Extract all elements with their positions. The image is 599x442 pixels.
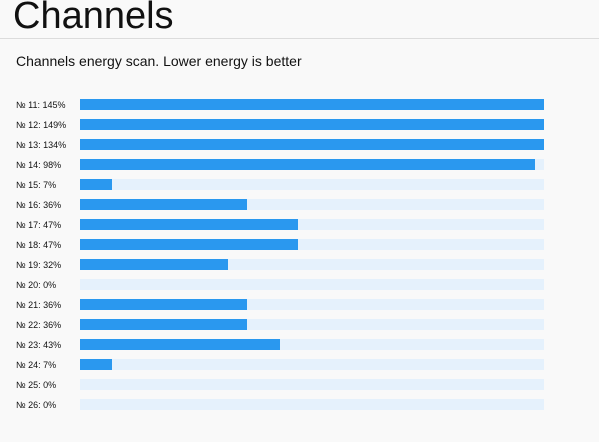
channel-energy-bar (80, 319, 248, 330)
page-title: Channels (13, 0, 174, 37)
channel-label: № 16: 36% (16, 200, 62, 210)
channel-label: № 26: 0% (16, 400, 57, 410)
channel-energy-bar (80, 219, 299, 230)
channel-label: № 21: 36% (16, 300, 62, 310)
channel-energy-track (80, 139, 544, 150)
channel-label: № 24: 7% (16, 360, 57, 370)
channel-row: № 25: 0% (0, 376, 599, 396)
page-subtitle: Channels energy scan. Lower energy is be… (16, 53, 302, 69)
channel-energy-track (80, 179, 544, 190)
channel-row: № 18: 47% (0, 236, 599, 256)
channel-energy-bar (80, 99, 544, 110)
channel-row: № 23: 43% (0, 336, 599, 356)
channel-label: № 19: 32% (16, 260, 62, 270)
channel-label: № 14: 98% (16, 160, 62, 170)
channel-row: № 22: 36% (0, 316, 599, 336)
channel-energy-track (80, 279, 544, 290)
channel-row: № 11: 145% (0, 96, 599, 116)
channel-label: № 22: 36% (16, 320, 62, 330)
channel-energy-bar (80, 359, 113, 370)
channel-label: № 25: 0% (16, 380, 57, 390)
channel-label: № 13: 134% (16, 140, 67, 150)
channel-energy-bar (80, 119, 544, 130)
channel-energy-track (80, 299, 544, 310)
channel-row: № 13: 134% (0, 136, 599, 156)
channel-row: № 21: 36% (0, 296, 599, 316)
channel-energy-track (80, 239, 544, 250)
channel-energy-track (80, 259, 544, 270)
channel-energy-bar (80, 299, 248, 310)
channel-energy-bar (80, 179, 113, 190)
channel-label: № 20: 0% (16, 280, 57, 290)
channel-energy-bar (80, 159, 535, 170)
channel-energy-track (80, 319, 544, 330)
channel-energy-bar (80, 259, 229, 270)
channel-row: № 17: 47% (0, 216, 599, 236)
page-header: Channels (0, 0, 599, 39)
channel-energy-track (80, 219, 544, 230)
channel-energy-track (80, 159, 544, 170)
channel-row: № 12: 149% (0, 116, 599, 136)
channel-energy-track (80, 359, 544, 370)
channel-row: № 26: 0% (0, 396, 599, 416)
channel-energy-track (80, 119, 544, 130)
channel-energy-bar (80, 239, 299, 250)
channel-row: № 15: 7% (0, 176, 599, 196)
channel-row: № 20: 0% (0, 276, 599, 296)
channel-label: № 12: 149% (16, 120, 67, 130)
channel-energy-bar (80, 139, 544, 150)
channel-energy-track (80, 339, 544, 350)
channel-energy-track (80, 399, 544, 410)
channel-row: № 16: 36% (0, 196, 599, 216)
channel-energy-list: № 11: 145% № 12: 149% № 13: 134% № 14: 98% №… (0, 96, 599, 416)
channel-label: № 18: 47% (16, 240, 62, 250)
channel-energy-bar (80, 199, 248, 210)
channel-row: № 14: 98% (0, 156, 599, 176)
channel-energy-track (80, 99, 544, 110)
channel-label: № 15: 7% (16, 180, 57, 190)
channel-label: № 23: 43% (16, 340, 62, 350)
channel-label: № 11: 145% (16, 100, 66, 110)
channel-energy-bar (80, 339, 280, 350)
channel-label: № 17: 47% (16, 220, 62, 230)
channel-energy-track (80, 379, 544, 390)
channel-row: № 24: 7% (0, 356, 599, 376)
channel-row: № 19: 32% (0, 256, 599, 276)
channel-energy-track (80, 199, 544, 210)
